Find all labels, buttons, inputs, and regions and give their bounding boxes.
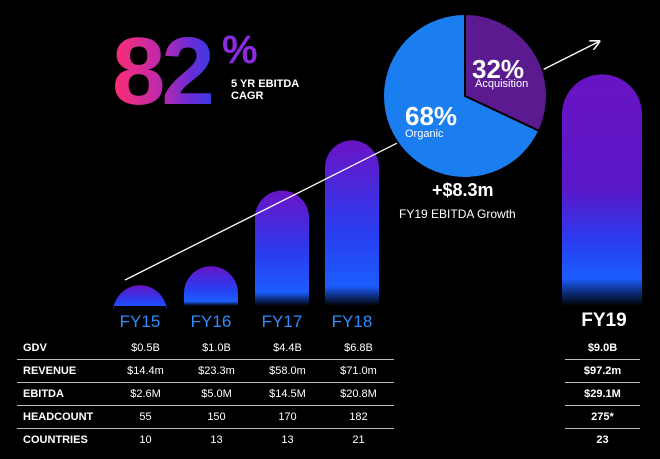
metrics-table-fy19: $9.0B $97.2m $29.1M 275* 23 [565, 337, 640, 451]
table-cell: 13 [210, 434, 223, 446]
bar-fy19 [562, 74, 642, 306]
table-cell: $14.5M [252, 382, 323, 406]
table-cell-fy19: $97.2m [565, 359, 640, 383]
table-cell: $4.4B [252, 337, 323, 360]
ebitda-growth-label: FY19 EBITDA Growth [399, 207, 516, 221]
table-row: HEADCOUNT 55 150 170 182 [17, 405, 394, 429]
table-cell: $58.0m [252, 359, 323, 383]
bar-fy18 [325, 140, 379, 306]
table-cell: $0.5B [110, 337, 181, 360]
cagr-unit: % [222, 28, 258, 72]
table-cell: $20.8M [323, 382, 394, 406]
table-cell: $14.4m [110, 359, 181, 383]
table-cell: $23.3m [181, 359, 252, 383]
table-row: $97.2m [565, 359, 640, 383]
table-row: 23 [565, 429, 640, 452]
row-label: HEADCOUNT [17, 405, 110, 429]
ebitda-growth-pie [382, 12, 548, 179]
table-cell: 21 [352, 434, 365, 446]
row-label: EBITDA [17, 382, 110, 406]
row-label: GDV [17, 337, 110, 360]
table-cell: 55 [110, 405, 181, 429]
pie-acquisition-pct: 32% [472, 54, 525, 84]
table-cell-fy19: 23 [596, 434, 609, 446]
year-label-fy17: FY17 [261, 312, 303, 331]
pie-organic-pct: 68% [405, 101, 458, 131]
bar-fy16 [184, 266, 238, 306]
year-label-fy15: FY15 [119, 312, 161, 331]
table-row: $9.0B [565, 337, 640, 360]
table-cell: 150 [181, 405, 252, 429]
table-row: $29.1M [565, 382, 640, 406]
table-row: 275* [565, 405, 640, 429]
table-row: GDV $0.5B $1.0B $4.4B $6.8B [17, 337, 394, 360]
table-cell: 182 [323, 405, 394, 429]
year-label-fy18: FY18 [331, 312, 373, 331]
cagr-value: 82 [112, 18, 215, 125]
table-cell: $6.8B [323, 337, 394, 360]
bar-fy17 [255, 190, 309, 306]
table-row: EBITDA $2.6M $5.0M $14.5M $20.8M [17, 382, 394, 406]
table-cell-fy19: 275* [565, 405, 640, 429]
table-cell: 13 [281, 434, 294, 446]
cagr-caption: 5 YR EBITDA CAGR [231, 78, 299, 102]
table-row: COUNTRIES 10 13 13 21 [17, 429, 394, 452]
table-cell: $71.0m [323, 359, 394, 383]
pie-acquisition-label: Acquisition [475, 78, 529, 90]
table-cell: $5.0M [181, 382, 252, 406]
pie-slice-acquisition [464, 12, 548, 133]
ebitda-growth-value: +$8.3m [432, 180, 494, 200]
table-cell-fy19: $9.0B [565, 337, 640, 360]
table-cell: $2.6M [110, 382, 181, 406]
table-cell: $1.0B [181, 337, 252, 360]
pie-slice-organic [382, 12, 541, 179]
row-label: REVENUE [17, 359, 110, 383]
year-label-fy19: FY19 [581, 310, 627, 331]
table-row: REVENUE $14.4m $23.3m $58.0m $71.0m [17, 359, 394, 383]
metrics-table: GDV $0.5B $1.0B $4.4B $6.8B REVENUE $14.4m $23.… [17, 337, 394, 451]
pie-organic-label: Organic [405, 128, 444, 140]
table-cell: 10 [139, 434, 152, 446]
year-label-fy16: FY16 [190, 312, 232, 331]
table-cell: 170 [252, 405, 323, 429]
row-label: COUNTRIES [23, 434, 88, 446]
table-cell-fy19: $29.1M [565, 382, 640, 406]
bar-fy15 [113, 285, 167, 313]
